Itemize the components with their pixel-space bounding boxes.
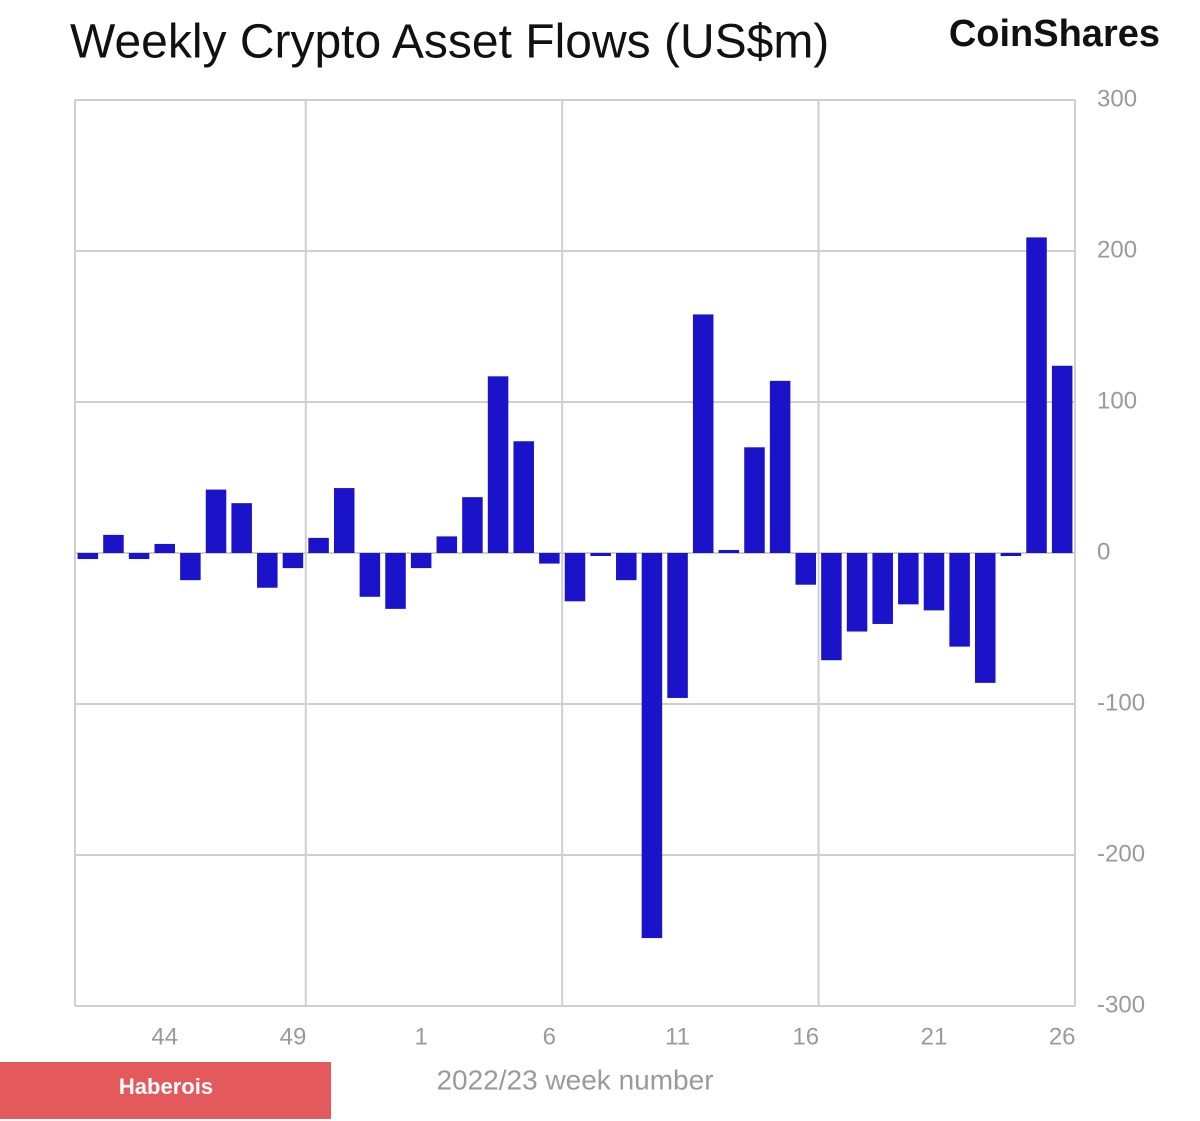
- bar: [513, 441, 534, 553]
- bar: [205, 489, 227, 553]
- y-tick-label: 100: [1097, 387, 1137, 414]
- bar: [539, 553, 560, 564]
- bar: [180, 553, 201, 581]
- chart-title: Weekly Crypto Asset Flows (US$m): [70, 16, 829, 69]
- bar: [692, 314, 714, 553]
- bar: [872, 553, 893, 624]
- bar: [949, 553, 970, 647]
- watermark: Haberois: [119, 1074, 213, 1099]
- bar: [154, 543, 175, 553]
- bar: [128, 553, 150, 560]
- y-tick-label: 0: [1097, 538, 1110, 565]
- x-tick-label: 6: [543, 1023, 556, 1050]
- x-axis-label: 2022/23 week number: [436, 1064, 713, 1095]
- bar: [744, 447, 765, 553]
- bar: [923, 553, 945, 611]
- x-tick-label: 44: [151, 1023, 178, 1050]
- bar: [821, 553, 842, 661]
- x-tick-label: 1: [414, 1023, 427, 1050]
- bar: [564, 553, 586, 602]
- bar: [898, 553, 919, 605]
- watermark-box: [0, 1062, 331, 1119]
- bar: [667, 553, 688, 698]
- bar: [77, 553, 99, 560]
- bar: [385, 553, 406, 609]
- bar: [359, 553, 381, 597]
- bar: [718, 549, 740, 553]
- y-tick-label: 300: [1097, 85, 1137, 112]
- bar: [282, 553, 304, 569]
- x-tick-label: 11: [665, 1023, 690, 1050]
- bar: [103, 534, 124, 553]
- bar: [333, 488, 355, 553]
- bar: [641, 553, 663, 939]
- y-tick-label: 200: [1097, 236, 1137, 263]
- bar: [975, 553, 996, 683]
- y-tick-label: -100: [1097, 689, 1145, 716]
- bar: [590, 553, 611, 557]
- bar: [616, 553, 637, 581]
- bar: [487, 376, 509, 553]
- bar: [257, 553, 278, 588]
- bar: [769, 380, 791, 553]
- bar: [1000, 553, 1022, 557]
- bar: [1026, 237, 1047, 553]
- bar: [231, 503, 252, 553]
- y-tick-label: -200: [1097, 840, 1145, 867]
- y-tick-label: -300: [1097, 991, 1145, 1018]
- bar: [846, 553, 868, 632]
- x-tick-label: 26: [1049, 1023, 1076, 1050]
- x-tick-label: 49: [280, 1023, 307, 1050]
- bar: [410, 553, 432, 569]
- x-tick-label: 16: [792, 1023, 819, 1050]
- bar: [308, 537, 329, 553]
- bar: [1051, 365, 1073, 553]
- brand-logo: CoinShares: [949, 13, 1160, 55]
- bar: [462, 497, 483, 553]
- x-tick-label: 21: [921, 1023, 948, 1050]
- bar: [436, 536, 458, 553]
- bar: [795, 553, 817, 585]
